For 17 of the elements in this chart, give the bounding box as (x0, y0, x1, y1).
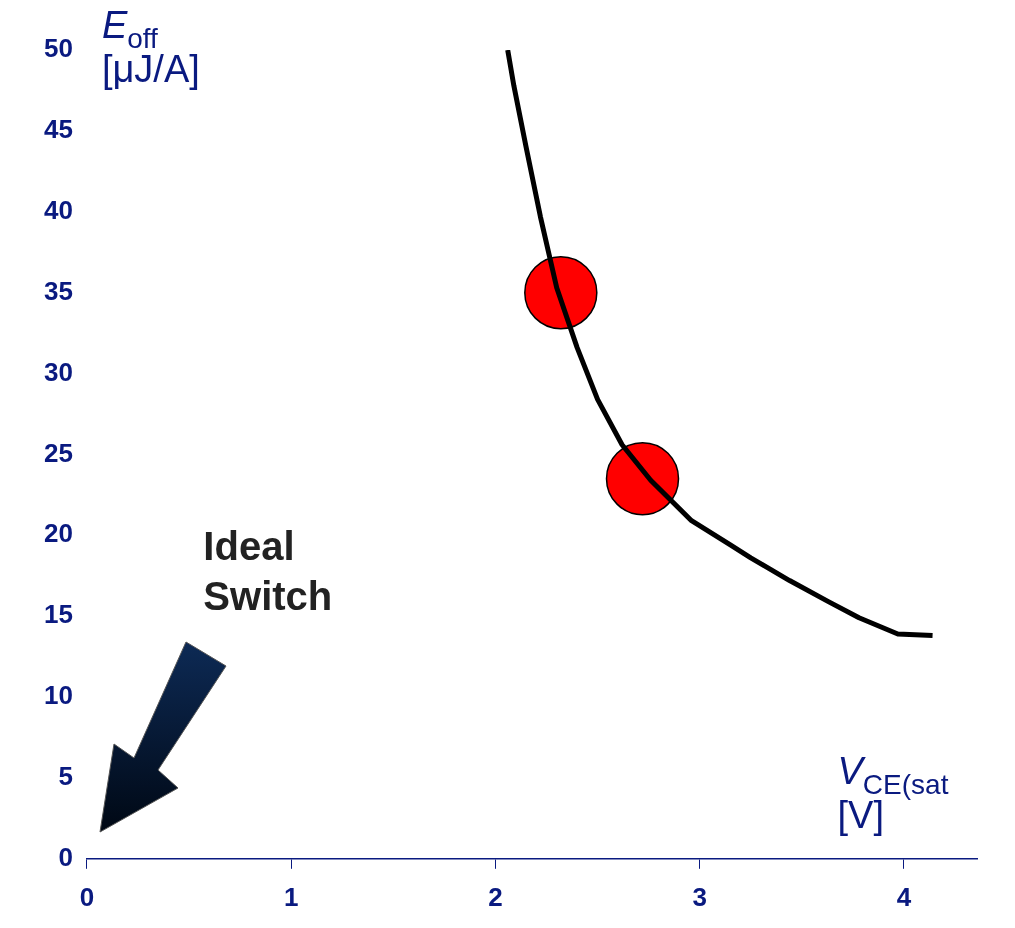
y-tick-label: 25 (44, 437, 73, 468)
y-tick-label: 50 (44, 33, 73, 64)
y-tick-label: 35 (44, 275, 73, 306)
y-tick-label: 40 (44, 194, 73, 225)
x-tick-label: 1 (283, 881, 299, 912)
y-tick-label: 45 (44, 114, 73, 145)
y-tick-label: 5 (58, 761, 73, 792)
x-tick-label: 0 (79, 881, 95, 912)
x-tick-label: 4 (896, 881, 912, 912)
y-tick-label: 10 (44, 680, 73, 711)
y-tick-label: 0 (58, 841, 73, 872)
y-tick-label: 30 (44, 356, 73, 387)
x-tick-label: 3 (692, 881, 707, 912)
y-tick-label: 20 (44, 518, 73, 549)
y-tick-label: 15 (44, 599, 73, 630)
x-tick-label: 2 (488, 881, 503, 912)
annotation: Ideal Switch (203, 523, 333, 618)
